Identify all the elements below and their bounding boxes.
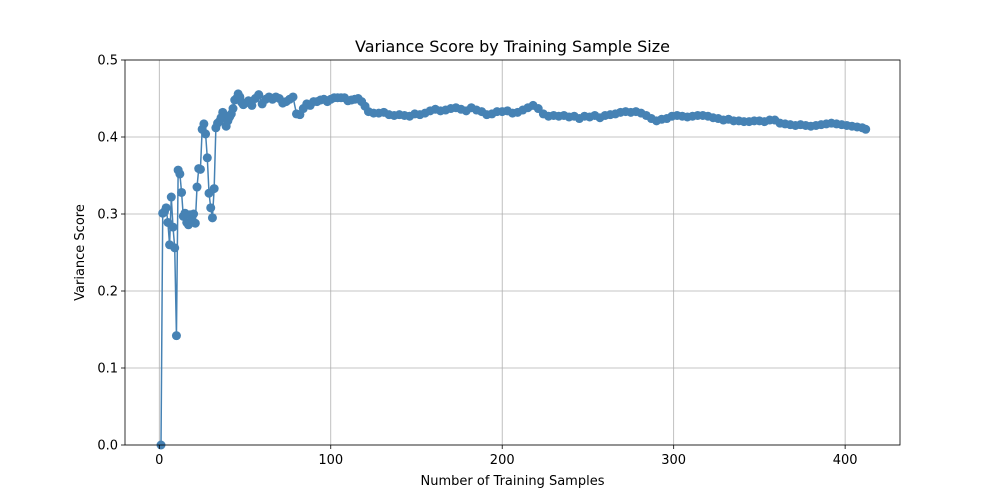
x-tick-label: 0 xyxy=(155,453,163,468)
data-point xyxy=(207,213,217,223)
data-point xyxy=(288,92,298,102)
y-tick-label: 0.2 xyxy=(97,285,118,300)
y-tick-label: 0.0 xyxy=(97,439,118,454)
y-axis-label: Variance Score xyxy=(73,204,88,301)
data-point xyxy=(177,187,187,197)
data-point xyxy=(171,331,181,341)
data-point xyxy=(254,90,264,100)
plot-area-background xyxy=(125,60,900,445)
data-point xyxy=(209,184,219,194)
y-tick-label: 0.5 xyxy=(97,54,118,69)
x-tick-label: 400 xyxy=(833,453,858,468)
data-series xyxy=(156,89,871,450)
x-axis-label: Number of Training Samples xyxy=(421,474,605,489)
y-tick-label: 0.1 xyxy=(97,362,118,377)
x-tick-label: 100 xyxy=(318,453,343,468)
x-axis-ticks: 0 100 200 300 400 xyxy=(155,445,858,468)
data-point xyxy=(247,100,257,110)
data-point xyxy=(228,104,238,114)
data-point xyxy=(202,153,212,163)
data-point xyxy=(192,182,202,192)
axes-frame xyxy=(124,59,901,446)
chart-title: Variance Score by Training Sample Size xyxy=(355,37,670,56)
data-point xyxy=(861,124,871,134)
data-point xyxy=(190,218,200,228)
data-point xyxy=(206,203,216,213)
y-axis-ticks: 0.0 0.1 0.2 0.3 0.4 0.5 xyxy=(97,54,125,454)
data-point xyxy=(189,209,199,219)
data-point xyxy=(201,129,211,139)
x-tick-label: 200 xyxy=(490,453,515,468)
data-point xyxy=(168,222,178,232)
y-tick-label: 0.3 xyxy=(97,208,118,223)
data-point xyxy=(170,243,180,253)
x-tick-label: 300 xyxy=(661,453,686,468)
data-point xyxy=(195,164,205,174)
data-point xyxy=(161,203,171,213)
data-point xyxy=(175,169,185,179)
y-tick-label: 0.4 xyxy=(97,131,118,146)
data-point xyxy=(166,192,176,202)
data-point xyxy=(199,119,209,129)
